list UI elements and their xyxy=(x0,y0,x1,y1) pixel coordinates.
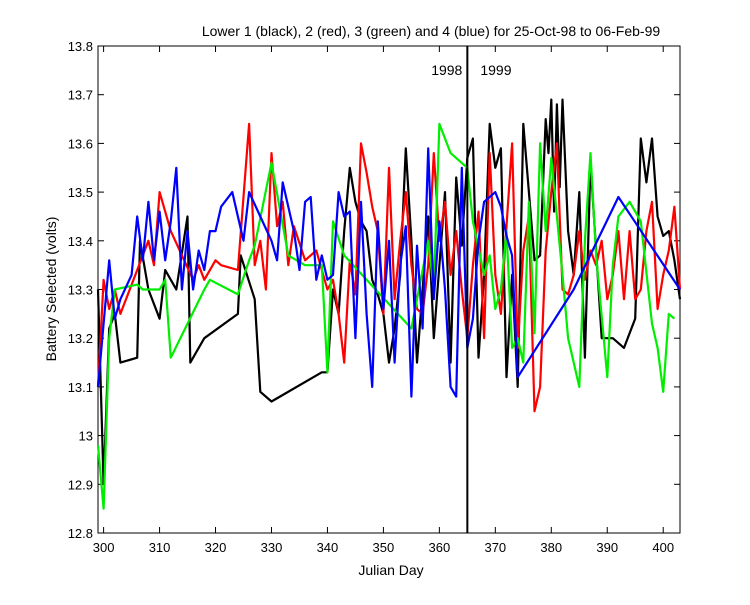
y-axis-label: Battery Selected (volts) xyxy=(43,217,59,362)
axis-ticks: 300 310 320 330 340 350 360 370 380 390 400 12.8 12.… xyxy=(68,39,680,555)
y-tick-label: 13.2 xyxy=(68,331,93,346)
x-tick-label: 320 xyxy=(205,540,227,555)
year-label-left: 1998 xyxy=(431,62,462,78)
y-tick-label: 12.9 xyxy=(68,477,93,492)
y-tick-label: 13.3 xyxy=(68,283,93,298)
x-tick-label: 310 xyxy=(149,540,171,555)
x-tick-label: 330 xyxy=(261,540,283,555)
x-tick-label: 370 xyxy=(484,540,506,555)
series-line-3 xyxy=(96,122,676,510)
x-tick-label: 380 xyxy=(540,540,562,555)
y-tick-label: 13.4 xyxy=(68,234,93,249)
y-tick-label: 13 xyxy=(79,429,93,444)
series-line-1 xyxy=(96,98,682,486)
plot-area xyxy=(97,45,681,534)
series-layer xyxy=(96,98,682,510)
x-tick-label: 350 xyxy=(373,540,395,555)
y-tick-label: 13.7 xyxy=(68,88,93,103)
x-axis-label: Julian Day xyxy=(358,562,423,578)
x-tick-label: 400 xyxy=(652,540,674,555)
y-tick-label: 12.8 xyxy=(68,526,93,541)
x-tick-label: 340 xyxy=(317,540,339,555)
year-marker-layer: 1998 1999 xyxy=(431,46,512,533)
y-tick-label: 13.8 xyxy=(68,39,93,54)
y-tick-label: 13.5 xyxy=(68,185,93,200)
year-label-right: 1999 xyxy=(480,62,511,78)
x-tick-label: 390 xyxy=(596,540,618,555)
chart-title: Lower 1 (black), 2 (red), 3 (green) and … xyxy=(202,23,661,39)
x-tick-label: 300 xyxy=(93,540,115,555)
y-tick-label: 13.1 xyxy=(68,380,93,395)
plot-frame xyxy=(97,45,681,534)
y-tick-label: 13.6 xyxy=(68,136,93,151)
x-tick-label: 360 xyxy=(429,540,451,555)
